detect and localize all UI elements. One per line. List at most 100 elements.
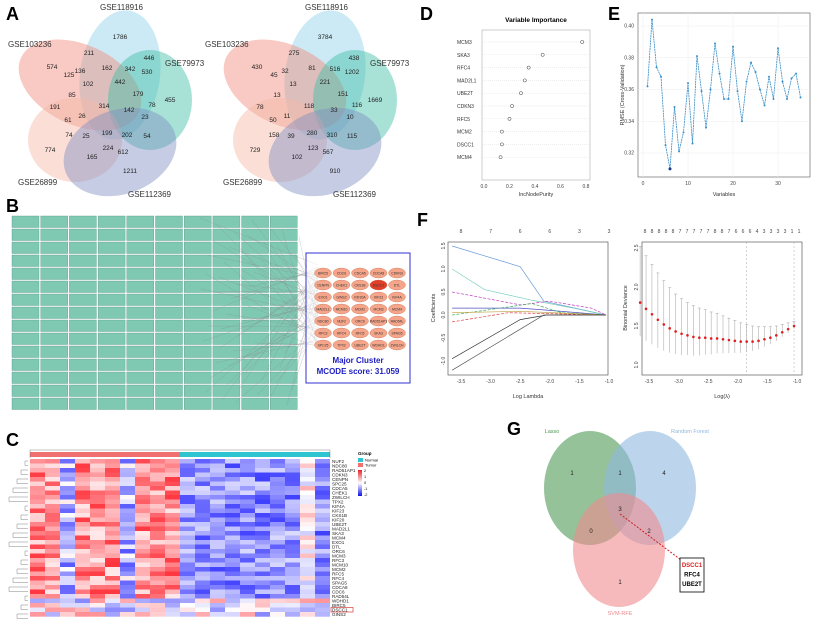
heatmap-cell: [210, 562, 225, 568]
venn-count: 4: [662, 471, 666, 477]
heatmap-cell: [240, 517, 255, 523]
heatmap-cell: [90, 553, 105, 559]
heatmap-cell: [195, 598, 210, 604]
heatmap-cell: [75, 495, 90, 500]
rmse-point: [772, 98, 775, 101]
heatmap-cell: [195, 567, 210, 572]
y-axis-label: Coefficients: [431, 293, 437, 322]
network-edge: [209, 314, 319, 379]
heatmap-cell: [285, 571, 300, 577]
network-node: [155, 384, 183, 397]
heatmap-cell: [75, 463, 90, 469]
heatmap-cell: [45, 517, 60, 523]
heatmap-cell: [270, 580, 285, 586]
network-node: [11, 280, 40, 293]
network-node: [11, 293, 40, 306]
heatmap-cell: [45, 567, 60, 572]
cluster-node-label: RFC5: [356, 331, 365, 335]
rmse-point: [696, 55, 698, 58]
gene-name: RFC4: [684, 573, 700, 579]
coefficient-path: [452, 312, 607, 323]
network-node: [11, 228, 40, 241]
heatmap-cell: [315, 558, 330, 563]
network-node: [241, 241, 269, 254]
cluster-node: [314, 267, 332, 279]
cluster-node: [314, 339, 332, 351]
heatmap-cell: [120, 477, 135, 482]
network-edge: [232, 341, 319, 352]
top-tick-label: 8: [721, 229, 724, 235]
heatmap-cell: [150, 463, 165, 469]
heatmap-cell: [315, 513, 330, 518]
heatmap-cell: [60, 517, 75, 523]
venn-count: 13: [289, 81, 297, 88]
heatmap-cell: [120, 531, 135, 536]
heatmap-cell: [30, 558, 45, 563]
network-edge: [206, 254, 319, 279]
heatmap-cell: [135, 540, 150, 545]
network-edge: [220, 303, 319, 330]
heatmap-cell: [45, 513, 60, 518]
heatmap-cell: [180, 576, 195, 581]
heatmap-cell: [150, 504, 165, 509]
heatmap-cell: [75, 513, 90, 518]
heatmap-cell: [75, 522, 90, 527]
heatmap-cell: [240, 580, 255, 586]
heatmap-cell: [135, 607, 150, 613]
dendrogram-branch: [12, 577, 28, 583]
heatmap-cell: [90, 567, 105, 572]
venn-count: 118: [304, 103, 315, 110]
network-node: [11, 371, 40, 384]
venn-count: 314: [99, 103, 110, 110]
plot-frame: [637, 12, 811, 178]
heatmap-cell: [30, 477, 45, 482]
network-node: [126, 306, 155, 319]
color-scale-tick: 2: [364, 469, 366, 473]
venn-count: 151: [338, 91, 349, 98]
heatmap-cell: [165, 553, 180, 559]
cluster-node-label: MCM10: [336, 307, 348, 311]
network-node: [212, 345, 241, 358]
network-node: [183, 384, 212, 397]
heatmap-cell: [90, 594, 105, 599]
heatmap-cell: [75, 553, 90, 559]
cluster-node-label: NDC80: [317, 319, 328, 323]
heatmap-cell: [165, 508, 180, 514]
heatmap-cell: [165, 490, 180, 496]
heatmap-cell: [225, 463, 240, 469]
gene-label: SPAG5: [332, 580, 347, 585]
gene-label: NDC80: [332, 463, 348, 468]
network-node: [241, 358, 269, 371]
heatmap-cell: [150, 580, 165, 586]
venn-count: 3: [618, 507, 622, 513]
heatmap-cell: [315, 490, 330, 496]
venn-count: 1: [618, 471, 622, 477]
heatmap-cell: [300, 495, 315, 500]
rmse-point: [723, 98, 725, 101]
network-node: [11, 345, 40, 358]
heatmap-cell: [165, 495, 180, 500]
venn-set-2: [573, 493, 665, 607]
heatmap-cell: [225, 594, 240, 599]
panel-letter-g: G: [507, 419, 521, 439]
heatmap-cell: [195, 594, 210, 599]
heatmap-cell: [150, 571, 165, 577]
rmse-point: [673, 105, 676, 108]
venn-set-gse118916: [284, 10, 366, 140]
heatmap-cell: [300, 472, 315, 478]
network-node: [97, 306, 126, 319]
gene-label: MCM4: [332, 535, 346, 540]
heatmap-cell: [315, 535, 330, 541]
heatmap-cell: [30, 576, 45, 581]
network-edge: [233, 231, 319, 307]
heatmap-cell: [300, 481, 315, 487]
heatmap-cell: [285, 562, 300, 568]
cluster-node-label: CDCA5: [354, 271, 366, 275]
venn-set-gse26899: [28, 98, 122, 182]
deviance-point: [668, 327, 672, 330]
heatmap-cell: [165, 571, 180, 577]
heatmap-cell: [255, 549, 270, 554]
heatmap-cell: [45, 486, 60, 491]
heatmap-cell: [135, 571, 150, 577]
heatmap-cell: [45, 598, 60, 604]
